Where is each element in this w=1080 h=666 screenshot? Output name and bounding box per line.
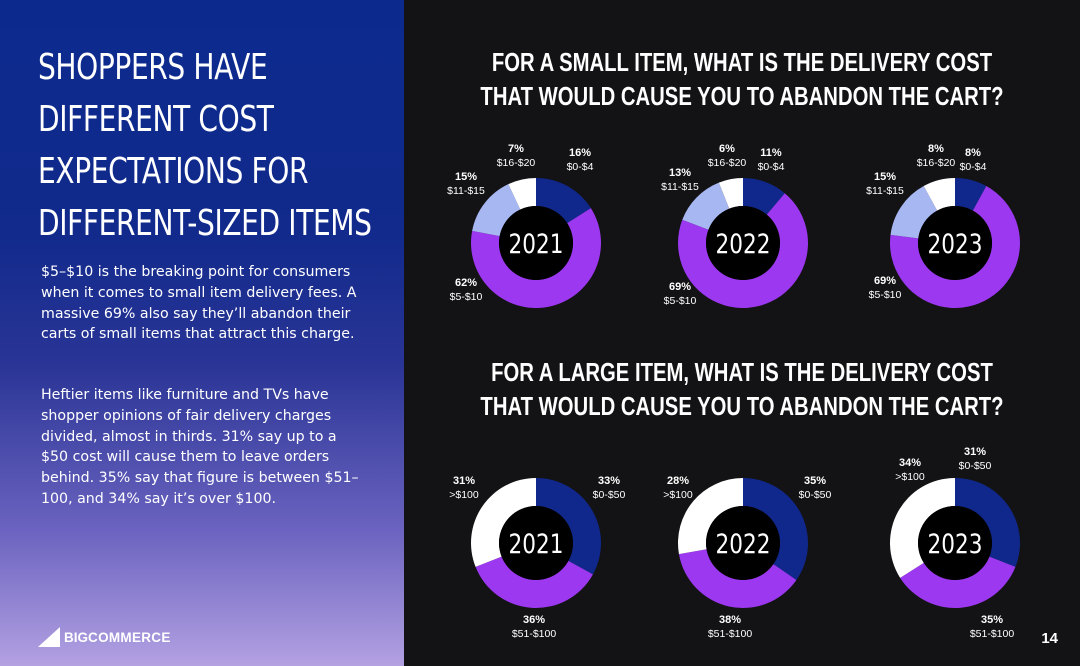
headline-line: DIFFERENT COST	[38, 99, 274, 140]
left-panel: SHOPPERS HAVE DIFFERENT COST EXPECTATION…	[0, 0, 404, 666]
title-line: THAT WOULD CAUSE YOU TO ABANDON THE CART…	[480, 391, 1004, 421]
body-paragraph-small-items: $5–$10 is the breaking point for consume…	[41, 264, 357, 343]
small-item-chart-title: FOR A SMALL ITEM, WHAT IS THE DELIVERY C…	[404, 45, 1080, 113]
logo-wordmark: BIGCOMMERCE	[64, 629, 171, 645]
bigcommerce-logo: BIGCOMMERCE	[38, 626, 171, 648]
right-panel: FOR A SMALL ITEM, WHAT IS THE DELIVERY C…	[404, 0, 1080, 666]
headline-line: EXPECTATIONS FOR	[38, 151, 309, 192]
page-number: 14	[1041, 630, 1058, 647]
title-line: FOR A SMALL ITEM, WHAT IS THE DELIVERY C…	[491, 47, 993, 77]
logo-mark-icon	[38, 627, 60, 647]
body-paragraph-large-items: Heftier items like furniture and TVs hav…	[41, 387, 359, 507]
headline-line: DIFFERENT-SIZED ITEMS	[38, 203, 372, 244]
page-headline: SHOPPERS HAVE DIFFERENT COST EXPECTATION…	[38, 42, 372, 250]
large-item-chart-title: FOR A LARGE ITEM, WHAT IS THE DELIVERY C…	[404, 355, 1080, 423]
title-line: FOR A LARGE ITEM, WHAT IS THE DELIVERY C…	[491, 357, 993, 387]
headline-line: SHOPPERS HAVE	[38, 47, 268, 88]
title-line: THAT WOULD CAUSE YOU TO ABANDON THE CART…	[480, 81, 1004, 111]
